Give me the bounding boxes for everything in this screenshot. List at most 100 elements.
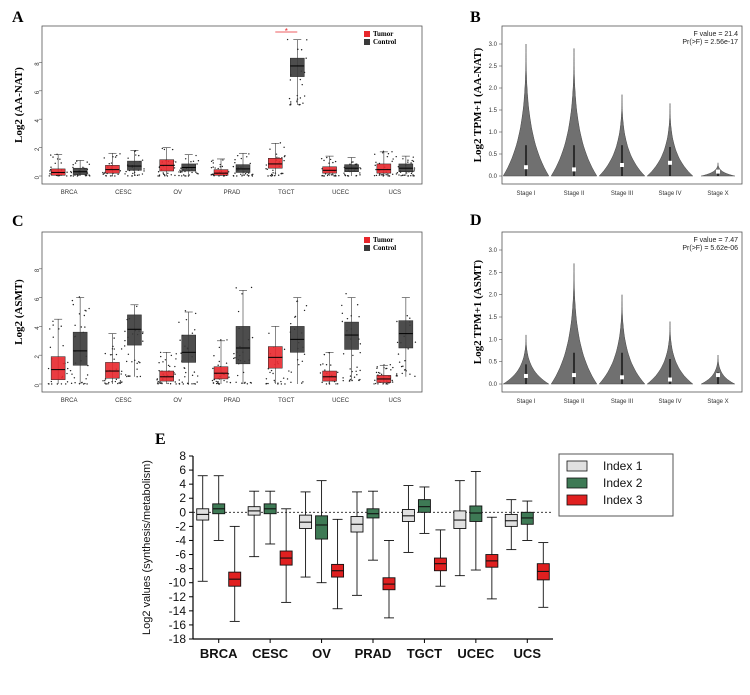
data-point [59,158,61,160]
data-point [54,162,56,165]
data-point [143,170,145,172]
data-point [332,161,334,164]
y-tick-label: -2 [175,519,186,533]
data-point [157,382,159,384]
data-point [162,361,164,363]
data-point [341,312,344,315]
x-tick-label: TGCT [278,190,295,196]
data-point [377,371,380,374]
data-point [344,174,346,176]
box-index-2 [469,505,483,522]
x-tick-label: UCEC [457,646,494,661]
data-point [300,49,303,51]
data-point [72,164,74,166]
data-point [186,382,189,385]
data-point [413,167,416,169]
x-tick-label: TGCT [278,398,295,404]
x-tick-label: Stage X [707,191,728,197]
data-point [135,154,137,156]
y-tick-label: 1.5 [489,108,498,114]
data-point [166,175,169,177]
y-tick-label: 2 [35,355,41,359]
data-point [196,172,198,175]
data-point [48,175,50,177]
data-point [66,372,68,375]
data-point [232,175,235,177]
data-point [119,170,122,172]
y-axis-label: Log2 (ASMT) [13,279,25,345]
data-point [212,159,214,161]
data-point [191,374,194,377]
data-point [382,383,384,385]
data-point [375,168,377,171]
data-point [217,381,219,383]
data-point [269,371,271,374]
data-point [138,154,140,157]
box-index-3 [433,557,447,572]
data-point [284,383,286,385]
data-point [102,171,104,174]
data-point [391,173,394,176]
data-point [195,154,197,157]
y-tick-label: 0 [179,505,186,519]
x-tick-label: TGCT [407,646,442,661]
legend-label: Tumor [373,236,393,244]
data-point [196,375,199,377]
panel-D: 0.0 0.5 1.0 1.5 2.0 2.5 3.0 Stage I Stage II Stag… [489,231,743,405]
data-point [241,175,243,177]
data-point [49,328,51,330]
data-point [138,361,140,363]
legend-swatch [566,494,588,506]
data-point [156,379,158,381]
data-point [71,299,74,302]
data-point [413,175,415,177]
violin-shape [550,48,598,177]
data-point [218,346,221,349]
data-point [412,160,415,163]
data-point [265,382,268,385]
data-point [81,381,83,384]
data-point [191,383,193,385]
data-point [88,163,91,165]
y-tick-label: 0.0 [489,382,498,388]
data-point [217,382,220,385]
y-tick-label: 1.0 [489,337,498,343]
data-point [359,174,361,176]
x-tick-label: OV [173,398,182,404]
data-point [346,175,349,177]
data-point [409,317,411,319]
data-point [110,162,113,164]
data-point [131,175,133,177]
data-point [157,380,159,383]
data-point [359,378,361,381]
data-point [326,156,328,159]
data-point [320,157,323,160]
data-point [84,309,86,312]
data-point [360,168,362,170]
data-point [86,383,88,385]
data-point [280,172,283,175]
data-point [119,153,121,155]
data-point [124,330,126,333]
data-point [196,381,198,383]
data-point [175,161,177,163]
box-tumor [213,169,229,176]
data-point [193,383,195,385]
data-point [182,174,185,176]
y-tick-label: 3.0 [489,42,498,48]
y-tick-label: 6 [35,90,41,94]
data-point [396,320,398,323]
box-control [235,326,251,365]
data-point [414,375,416,378]
violin-shape [646,321,694,385]
data-point [241,293,243,295]
x-tick-label: Stage III [611,191,634,197]
data-point [269,174,272,177]
p-value: Pr(>F) = 2.56e-17 [682,39,738,46]
data-point [349,375,352,377]
data-point [409,373,411,375]
data-point [401,372,403,375]
y-tick-label: 2 [35,147,41,151]
data-point [237,310,240,313]
